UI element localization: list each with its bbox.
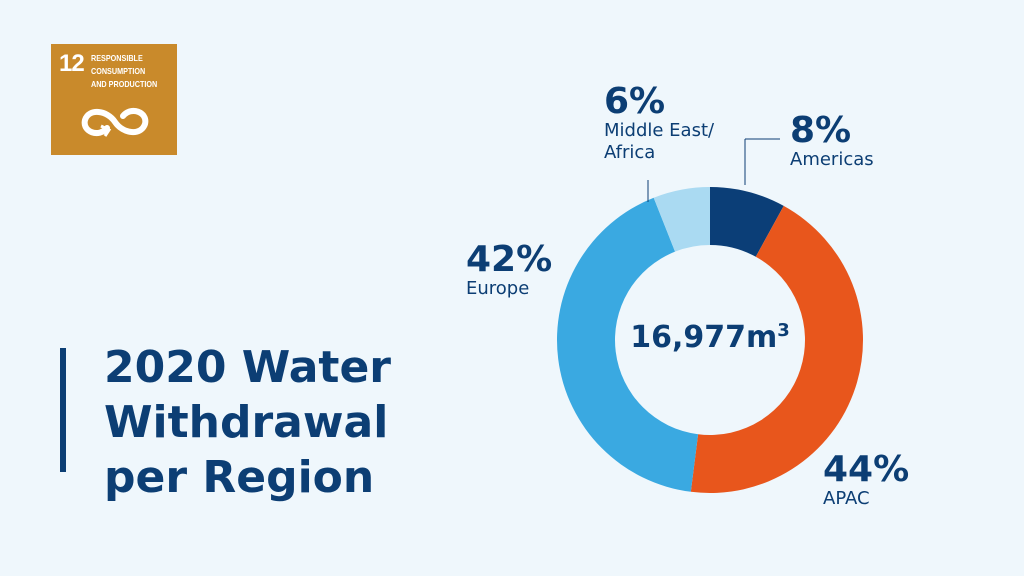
region-label: Europe	[466, 278, 530, 299]
total-label: 16,977m3	[630, 320, 790, 355]
sdg-number: 12	[59, 50, 85, 77]
slice-americas	[710, 186, 784, 257]
region-label: Americas	[790, 149, 874, 170]
region-label: APAC	[823, 488, 870, 509]
slice-middle-east-africa	[653, 187, 710, 252]
region-label: Middle East/ Africa	[604, 120, 715, 163]
page-title: 2020 Water Withdrawal per Region	[104, 340, 391, 505]
slice-europe	[557, 197, 699, 492]
title-line: 2020 Water	[104, 342, 392, 393]
pct-label: 42%	[466, 239, 553, 280]
pct-label: 6%	[604, 81, 666, 122]
label-americas: 8% Americas	[790, 113, 874, 171]
pct-label: 44%	[823, 449, 910, 490]
slice-apac	[690, 205, 863, 493]
label-europe: 42% Europe	[466, 242, 552, 300]
sdg-12-logo: 12 RESPONSIBLE CONSUMPTION AND PRODUCTION	[51, 44, 177, 155]
pct-label: 8%	[790, 110, 852, 151]
label-apac: 44% APAC	[823, 452, 909, 510]
label-mea: 6% Middle East/ Africa	[604, 84, 734, 164]
title-accent-bar	[60, 348, 66, 472]
title-line: per Region	[104, 452, 375, 503]
title-line: Withdrawal	[104, 397, 389, 448]
infinity-icon	[81, 107, 149, 137]
sdg-text: RESPONSIBLE CONSUMPTION AND PRODUCTION	[91, 53, 158, 89]
